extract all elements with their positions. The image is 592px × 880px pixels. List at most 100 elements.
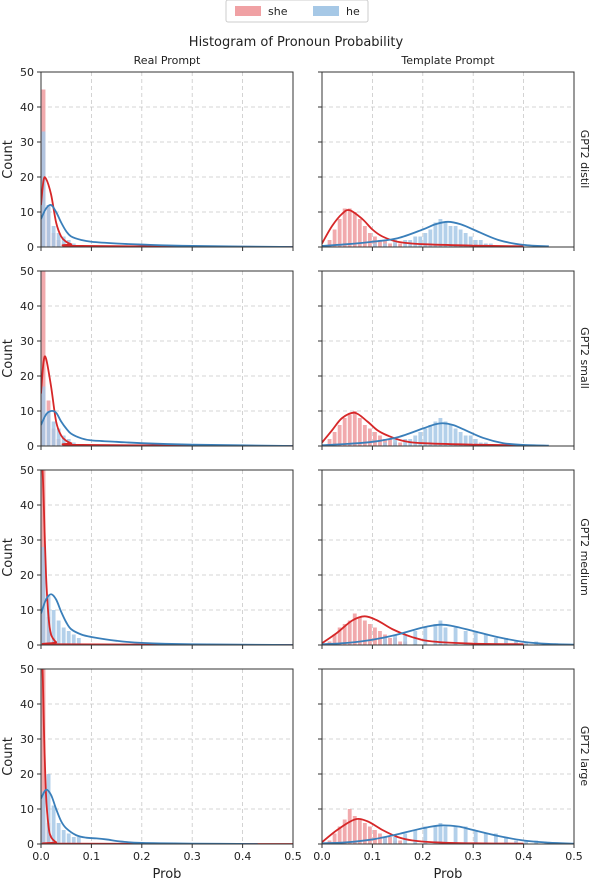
bar-he — [46, 411, 51, 446]
bar-he — [393, 634, 397, 645]
row-title-gpt2-large: GPT2 large — [578, 726, 591, 786]
bar-she — [332, 634, 337, 645]
bars-she — [327, 208, 403, 247]
y-tick-label: 10 — [20, 604, 34, 617]
bar-she — [388, 439, 392, 446]
bar-he — [71, 634, 76, 645]
bar-she — [367, 624, 372, 645]
bar-he — [448, 226, 453, 247]
bar-she — [347, 208, 352, 247]
bar-he — [393, 837, 397, 844]
bar-he — [443, 627, 448, 645]
bar-she — [398, 641, 403, 645]
bar-he — [433, 826, 438, 844]
bar-he — [46, 205, 51, 247]
kde-line-he — [41, 788, 258, 844]
bar-she — [332, 229, 337, 247]
bar-he — [393, 240, 397, 247]
bar-he — [428, 229, 433, 247]
bar-she — [362, 620, 367, 645]
bar-he — [473, 830, 478, 844]
bar-he — [428, 425, 433, 446]
kde-line-she — [322, 209, 524, 247]
bar-he — [433, 421, 438, 446]
y-tick-label: 30 — [20, 136, 34, 149]
bar-he — [524, 641, 529, 645]
kde-line-he — [41, 410, 293, 446]
bars-he — [383, 418, 488, 446]
panel-frame — [321, 270, 575, 447]
bar-she — [378, 240, 382, 247]
row-title-gpt2-distil: GPT2 distil — [578, 130, 591, 189]
panels: 0 10 20 30 40 50 Count 0 10 20 30 40 50 Count 0 10 20 30 4… — [1, 66, 583, 863]
x-tick-label: 0.5 — [565, 850, 583, 863]
bar-she — [398, 243, 403, 247]
bar-he — [478, 240, 483, 247]
bar-he — [438, 219, 443, 247]
bar-she — [362, 425, 367, 446]
bar-he — [61, 236, 66, 247]
bar-she — [367, 428, 372, 446]
bar-she — [327, 240, 332, 247]
bar-he — [504, 837, 508, 844]
bars-she — [327, 809, 403, 844]
y-tick-label: 20 — [20, 569, 34, 582]
bar-he — [61, 830, 66, 844]
y-tick-label: 50 — [20, 464, 34, 477]
bar-he — [403, 634, 408, 645]
row-title-gpt2-small: GPT2 small — [578, 327, 591, 389]
bar-he — [524, 840, 529, 844]
kde-line-she — [41, 176, 293, 247]
y-tick-label: 40 — [20, 499, 34, 512]
bar-she — [398, 442, 403, 446]
bar-he — [473, 240, 478, 247]
bar-he — [423, 826, 428, 844]
y-tick-label: 20 — [20, 370, 34, 383]
panel-gpt2-large-real-prompt: 0 10 20 30 40 50 Count 0.0 0.1 0.2 0.3 0.4 0.5 — [1, 663, 302, 863]
row-title-gpt2-medium: GPT2 medium — [578, 518, 591, 596]
bar-he — [483, 634, 488, 645]
bar-he — [56, 233, 61, 247]
grid — [40, 469, 294, 646]
bar-she — [347, 620, 352, 645]
bar-she — [332, 833, 337, 844]
bar-she — [362, 226, 367, 247]
bar-he — [493, 833, 498, 844]
bar-he — [413, 435, 418, 446]
panel-gpt2-distil-template-prompt — [318, 71, 575, 251]
bar-he — [423, 627, 428, 645]
panel-frame — [40, 71, 294, 248]
bar-she — [357, 819, 362, 844]
bar-she — [327, 439, 332, 446]
y-tick-label: 0 — [27, 440, 34, 453]
legend-label-she: she — [268, 5, 288, 18]
bar-he — [468, 236, 473, 247]
bar-he — [403, 439, 408, 446]
bar-she — [388, 638, 392, 645]
y-tick-label: 50 — [20, 663, 34, 676]
legend-label-he: he — [346, 5, 360, 18]
bar-she — [337, 425, 342, 446]
kde-line-he — [322, 220, 549, 247]
panel-gpt2-small-real-prompt: 0 10 20 30 40 50 Count — [1, 265, 294, 453]
bar-she — [337, 627, 342, 645]
kde-line-she — [41, 669, 293, 844]
bar-she — [347, 809, 352, 844]
bar-he — [71, 837, 76, 844]
bar-he — [448, 425, 453, 446]
bar-he — [41, 131, 46, 247]
bar-she — [342, 418, 347, 446]
kde-line-she — [41, 355, 293, 446]
x-tick-label: 0.0 — [313, 850, 331, 863]
x-tick-label: 0.2 — [414, 850, 432, 863]
bars-he — [373, 219, 493, 247]
y-axis-label: Count — [1, 538, 16, 577]
bar-he — [514, 641, 518, 645]
bar-he — [443, 222, 448, 247]
bar-she — [398, 840, 403, 844]
grid — [40, 270, 294, 447]
bar-he — [46, 774, 51, 844]
bar-she — [41, 669, 46, 844]
bar-she — [367, 233, 372, 247]
